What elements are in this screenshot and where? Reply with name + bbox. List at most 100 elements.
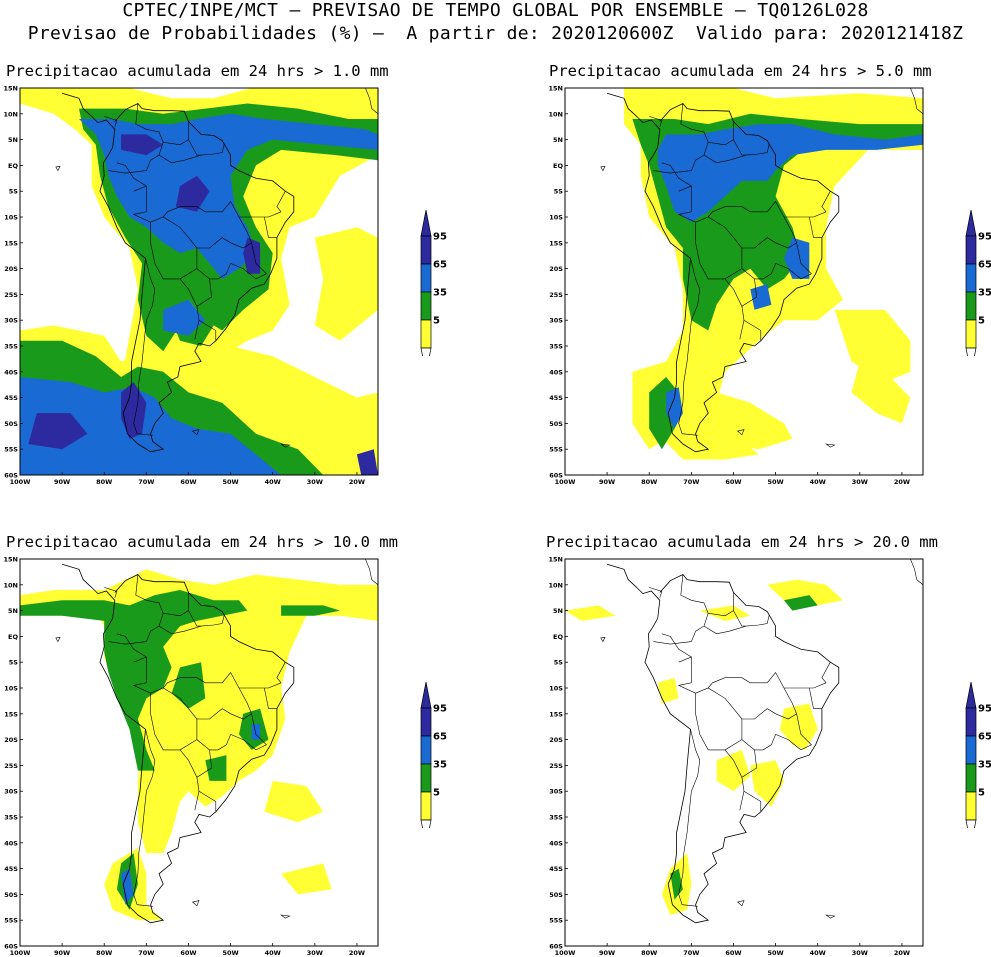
country-border [150, 687, 198, 751]
lon-label: 40W [265, 949, 281, 956]
country-border [239, 682, 282, 689]
lat-label: 55S [549, 917, 563, 925]
legend-swatch [965, 291, 977, 321]
lon-label: 50W [767, 949, 783, 956]
lon-label: 50W [767, 478, 783, 485]
probability-area-65 [251, 724, 261, 740]
color-legend-1: 95 65 35 5 [420, 209, 447, 356]
country-border [703, 625, 747, 635]
lon-label: 50W [222, 949, 238, 956]
lat-label: 10S [549, 685, 563, 693]
lon-label: 90W [599, 478, 615, 485]
country-border [661, 162, 692, 187]
country-border [188, 610, 225, 627]
probability-area-65 [657, 124, 923, 223]
lat-label: 20S [4, 736, 18, 744]
legend-bottom-arrow [420, 819, 432, 828]
country-border [724, 268, 757, 307]
country-border [239, 211, 282, 218]
country-border [754, 713, 812, 751]
coastline [910, 559, 923, 586]
lat-label: 15N [549, 85, 564, 93]
legend-label: 65 [978, 732, 991, 743]
lat-label: 15S [549, 239, 563, 247]
country-border [784, 211, 827, 218]
lon-label: 30W [852, 478, 868, 485]
lon-label: 80W [96, 478, 112, 485]
lon-label: 90W [599, 949, 615, 956]
lon-label: 60W [725, 478, 741, 485]
probability-map-10mm: 15N 10N 5N EQ 5S 10S 15S 20S 25S 30S 35S 40S 45S 50S 5… [4, 556, 379, 956]
legend-swatch [965, 319, 977, 349]
country-border [724, 739, 757, 778]
lat-label: 15N [549, 556, 564, 564]
lat-label: 45S [549, 865, 563, 873]
lat-label: 5N [8, 136, 18, 144]
lat-label: 10S [4, 685, 18, 693]
legend-label: 35 [978, 760, 991, 771]
legend-label: 95 [978, 232, 991, 243]
country-border [276, 191, 286, 212]
legend-swatch [420, 291, 432, 321]
probability-area-95 [175, 175, 210, 212]
country-border [809, 687, 822, 709]
lon-label: 90W [54, 478, 70, 485]
lat-label: 45S [4, 865, 18, 873]
lon-label: 30W [307, 949, 323, 956]
lat-label: 30S [549, 317, 563, 325]
lat-label: 60S [549, 943, 563, 951]
probability-area-65 [666, 387, 683, 429]
lat-label: 40S [4, 368, 18, 376]
lat-label: 15N [4, 556, 19, 564]
panel-1-title: Precipitacao acumulada em 24 hrs > 1.0 m… [6, 62, 389, 80]
country-border [116, 633, 147, 658]
country-border [707, 200, 785, 218]
color-legend-3: 95 65 35 5 [420, 681, 447, 828]
country-border [108, 592, 189, 645]
lat-label: 5N [8, 607, 18, 615]
galapagos [55, 637, 61, 643]
country-border [661, 633, 692, 658]
lat-label: 10S [549, 214, 563, 222]
probability-area-5 [314, 227, 378, 341]
legend-bottom-arrow [965, 347, 977, 356]
probability-area-5 [171, 346, 378, 475]
legend-label: 35 [433, 288, 447, 299]
legend-label: 5 [433, 788, 440, 799]
country-border [707, 671, 785, 689]
country-border [743, 790, 762, 812]
country-border [784, 682, 827, 689]
lat-label: 10N [4, 581, 19, 589]
probability-area-5 [565, 605, 616, 621]
south-georgia [824, 443, 836, 448]
lon-label: 20W [349, 949, 365, 956]
panel-3-title: Precipitacao acumulada em 24 hrs > 10.0 … [6, 533, 398, 551]
lat-label: EQ [553, 162, 563, 170]
lon-label: 40W [265, 478, 281, 485]
south-georgia [279, 443, 291, 448]
coastline [365, 88, 378, 115]
lon-label: 20W [349, 478, 365, 485]
lon-label: 30W [307, 478, 323, 485]
map-frame [19, 558, 379, 947]
legend-swatch [420, 235, 432, 265]
probability-area-5 [716, 749, 751, 792]
legend-swatch [965, 791, 977, 821]
country-border [754, 242, 812, 280]
lat-label: EQ [8, 633, 18, 641]
country-border [135, 103, 164, 143]
probability-area-95 [356, 449, 378, 475]
probability-area-65 [163, 299, 206, 336]
country-border [116, 162, 147, 187]
lat-label: 55S [549, 446, 563, 454]
country-border [678, 729, 701, 907]
country-border [194, 306, 200, 340]
lat-label: 5S [9, 188, 19, 196]
country-border [276, 662, 286, 683]
lat-label: 15N [4, 85, 19, 93]
probability-area-35 [171, 662, 206, 709]
country-border [132, 185, 151, 223]
lat-label: 60S [4, 943, 18, 951]
legend-label: 65 [433, 260, 447, 271]
probability-area-65 [784, 237, 810, 279]
